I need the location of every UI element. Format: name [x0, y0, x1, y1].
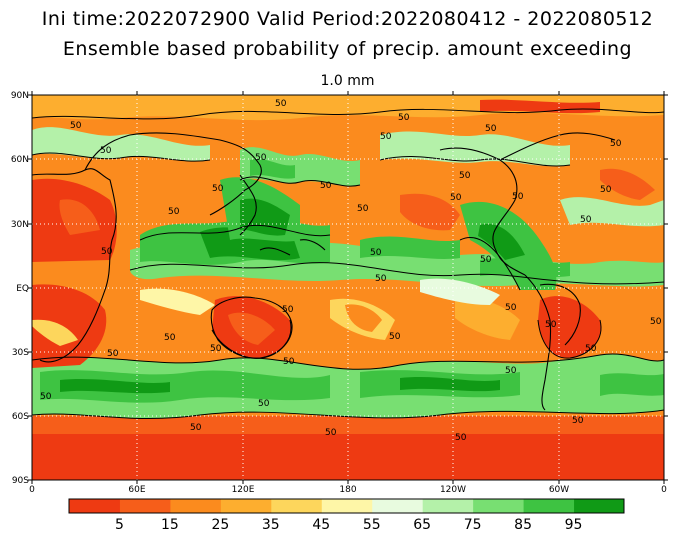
lat-label-30n: 30N: [11, 220, 29, 230]
contour-label: 50: [325, 428, 337, 438]
lon-label-0-east: 0: [661, 485, 667, 495]
lon-label-120w: 120W: [440, 485, 466, 495]
contour-label: 50: [100, 146, 112, 156]
contour-label: 50: [450, 193, 462, 203]
colorbar-swatch: [220, 499, 272, 513]
colorbar-tick-label: 5: [115, 517, 124, 533]
axis-ticks: [28, 91, 668, 484]
colorbar-tick-label: 65: [413, 517, 431, 533]
colorbar-tick-label: 15: [161, 517, 179, 533]
map-field: 50 50 50 50 50 50 50 50 50 50 50 50 50 50 50 50 50 50 50 50…: [32, 95, 664, 480]
title-threshold: 1.0 mm: [320, 73, 375, 89]
contour-label: 50: [212, 184, 224, 194]
colorbar-swatch: [69, 499, 120, 513]
contour-label: 50: [480, 255, 492, 265]
contour-label: 50: [283, 357, 295, 367]
title-init-valid-period: Ini time:2022072900 Valid Period:2022080…: [41, 8, 654, 30]
contour-label: 50: [70, 121, 82, 131]
contour-labels: 50 50 50 50 50 50 50 50 50 50 50 50 50 50 50 50 50 50 50 50…: [40, 99, 662, 443]
colorbar-tick-label: 75: [464, 517, 482, 533]
lon-label-60w: 60W: [549, 485, 569, 495]
contour-label: 50: [190, 423, 202, 433]
contour-label: 50: [168, 207, 180, 217]
contour-label: 50: [282, 305, 294, 315]
contour-label: 50: [398, 113, 410, 123]
grid-lines: [32, 95, 664, 480]
contour-label: 50: [107, 349, 119, 359]
colorbar-swatch: [270, 499, 322, 513]
contour-label: 50: [505, 303, 517, 313]
colorbar-swatch: [321, 499, 373, 513]
colorbar-tick-label: 55: [363, 517, 381, 533]
contour-label: 50: [485, 124, 497, 134]
colorbar-labels: 5 15 25 35 45 55 65 75 85 95: [115, 517, 582, 533]
contour-label: 50: [164, 333, 176, 343]
contour-label: 50: [357, 204, 369, 214]
contour-label: 50: [389, 332, 401, 342]
lon-label-0-west: 0: [29, 485, 35, 495]
lon-label-120e: 120E: [232, 485, 255, 495]
contour-label: 50: [572, 416, 584, 426]
contour-label: 50: [459, 171, 471, 181]
contour-label: 50: [580, 215, 592, 225]
colorbar-swatch: [119, 499, 171, 513]
colorbar-swatch: [472, 499, 524, 513]
contour-label: 50: [610, 139, 622, 149]
contour-label: 50: [275, 99, 287, 109]
lat-label-eq: EQ: [16, 284, 29, 294]
lon-label-180: 180: [339, 485, 356, 495]
contour-label: 50: [455, 433, 467, 443]
contour-label: 50: [600, 185, 612, 195]
contour-label: 50: [650, 317, 662, 327]
contour-label: 50: [585, 344, 597, 354]
colorbar-swatch: [169, 499, 221, 513]
lat-label-90n: 90N: [11, 91, 29, 101]
colorbar-swatch: [422, 499, 474, 513]
lat-label-90s: 90S: [12, 476, 29, 486]
lon-label-60e: 60E: [128, 485, 145, 495]
colorbar-tick-label: 45: [312, 517, 330, 533]
contour-label: 50: [320, 181, 332, 191]
colorbar-swatch: [573, 499, 625, 513]
title-description: Ensemble based probability of precip. am…: [62, 38, 633, 60]
contour-label: 50: [101, 247, 113, 257]
colorbar: [68, 498, 625, 514]
contour-label: 50: [210, 344, 222, 354]
contour-label: 50: [545, 320, 557, 330]
contour-label: 50: [375, 274, 387, 284]
colorbar-swatch: [523, 499, 575, 513]
lat-label-60n: 60N: [11, 155, 29, 165]
contour-label: 50: [505, 366, 517, 376]
contour-label: 50: [258, 399, 270, 409]
contour-label: 50: [380, 132, 392, 142]
contour-label: 50: [255, 153, 267, 163]
colorbar-tick-label: 35: [262, 517, 280, 533]
lat-label-60s: 60S: [12, 412, 29, 422]
colorbar-tick-label: 85: [514, 517, 532, 533]
colorbar-tick-label: 25: [211, 517, 229, 533]
lat-label-30s: 30S: [12, 348, 29, 358]
contour-label: 50: [370, 248, 382, 258]
colorbar-tick-label: 95: [565, 517, 583, 533]
colorbar-swatch: [371, 499, 423, 513]
contour-label: 50: [40, 392, 52, 402]
contour-label: 50: [512, 192, 524, 202]
